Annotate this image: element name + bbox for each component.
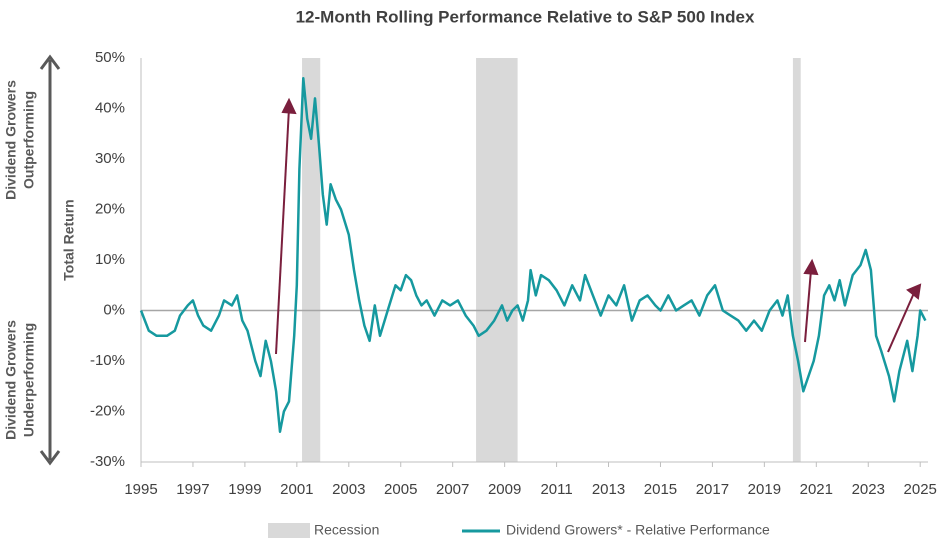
y-tick-label: 30% bbox=[95, 150, 125, 167]
recession-band bbox=[476, 58, 518, 462]
y-axis-label: Total Return bbox=[61, 199, 77, 280]
y-tick-label: 50% bbox=[95, 49, 125, 66]
x-tick-label: 1999 bbox=[228, 481, 261, 498]
x-tick-label: 1995 bbox=[124, 481, 157, 498]
x-tick-label: 2015 bbox=[644, 481, 677, 498]
y-tick-label: 0% bbox=[103, 301, 125, 318]
series-line bbox=[139, 76, 927, 433]
upper-label: Dividend Growers bbox=[3, 80, 19, 200]
x-tick-label: 2023 bbox=[852, 481, 885, 498]
legend-label: Dividend Growers* - Relative Performance bbox=[506, 522, 770, 538]
legend: Recession Dividend Growers* - Relative Pe… bbox=[268, 522, 770, 538]
x-tick-label: 2001 bbox=[280, 481, 313, 498]
x-tick-label: 1997 bbox=[176, 481, 209, 498]
x-tick-label: 2011 bbox=[540, 481, 572, 498]
upper-label: Outperforming bbox=[21, 91, 37, 189]
chart-title: 12-Month Rolling Performance Relative to… bbox=[296, 7, 755, 26]
x-tick-label: 2025 bbox=[904, 481, 937, 498]
plot-area: -30% -20% -10% 0% 10% 20% 30% 40% 50% 1995 1997 199… bbox=[90, 49, 937, 498]
lower-label: Dividend Growers bbox=[3, 320, 19, 440]
x-tick-label: 2021 bbox=[800, 481, 833, 498]
y-tick-label: 20% bbox=[95, 200, 125, 217]
x-tick-label: 2005 bbox=[384, 481, 417, 498]
y-tick-label: 40% bbox=[95, 99, 125, 116]
x-tick-label: 2013 bbox=[592, 481, 625, 498]
y-tick-label: -30% bbox=[90, 453, 125, 470]
y-tick-label: -20% bbox=[90, 402, 125, 419]
lower-label: Underperforming bbox=[21, 323, 37, 437]
x-tick-label: 2019 bbox=[748, 481, 781, 498]
legend-swatch bbox=[268, 523, 310, 538]
recession-band bbox=[792, 58, 801, 462]
y-tick-label: 10% bbox=[95, 251, 125, 268]
side-arrow bbox=[39, 54, 61, 466]
recession-band bbox=[302, 58, 321, 462]
x-tick-label: 2003 bbox=[332, 481, 365, 498]
x-tick-label: 2007 bbox=[436, 481, 469, 498]
annotation-arrows bbox=[275, 97, 922, 355]
y-tick-label: -10% bbox=[90, 352, 125, 369]
legend-label: Recession bbox=[314, 522, 379, 538]
x-tick-label: 2009 bbox=[488, 481, 521, 498]
x-tick-label: 2017 bbox=[696, 481, 729, 498]
